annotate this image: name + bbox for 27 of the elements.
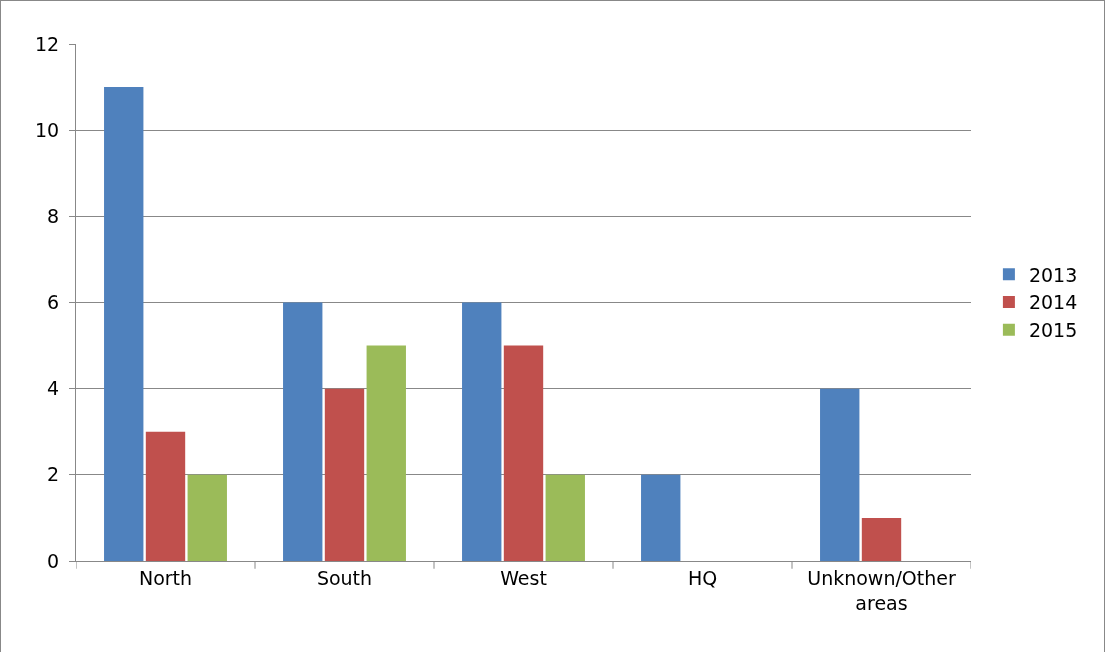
y-tick-label: 12 xyxy=(35,32,60,55)
y-tick-label: 8 xyxy=(47,204,60,227)
bar xyxy=(545,474,585,561)
y-tick-label: 0 xyxy=(47,549,60,572)
bar xyxy=(641,474,681,561)
bar xyxy=(820,388,860,561)
x-tick-label: North xyxy=(138,566,193,589)
x-tick-label: South xyxy=(316,566,373,589)
bar xyxy=(145,431,186,561)
bar xyxy=(187,474,227,561)
y-tick-label: 2 xyxy=(47,463,60,486)
y-tick-label: 4 xyxy=(47,377,60,400)
bar xyxy=(104,87,144,561)
y-tick-label: 6 xyxy=(47,291,60,314)
bar xyxy=(283,302,323,561)
x-tick-label: HQ xyxy=(687,566,718,589)
bar xyxy=(324,388,365,561)
bar xyxy=(462,302,502,561)
legend-label: 2015 xyxy=(1028,319,1078,342)
y-tick-label: 10 xyxy=(35,118,60,141)
legend-label: 2013 xyxy=(1028,263,1078,286)
bar xyxy=(861,517,902,561)
x-tick-label: Unknown/Other areas xyxy=(807,566,956,614)
legend-label: 2014 xyxy=(1028,291,1078,314)
bar xyxy=(366,345,406,561)
bar xyxy=(503,345,544,561)
x-tick-label: West xyxy=(500,566,547,589)
